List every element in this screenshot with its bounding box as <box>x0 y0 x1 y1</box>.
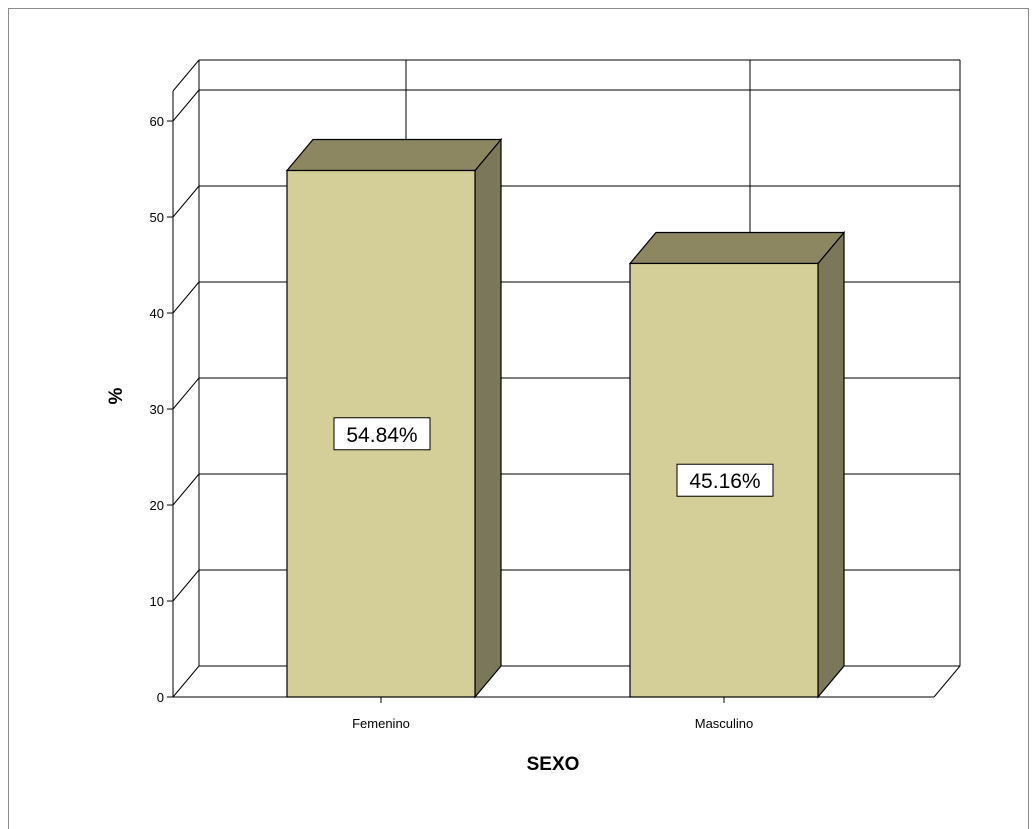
y-axis: 0 10 20 30 40 50 60 <box>150 91 174 705</box>
gridline-side-20 <box>172 473 200 506</box>
y-tick-label-10: 10 <box>150 594 164 609</box>
data-labels: 54.84% 45.16% <box>333 417 774 497</box>
x-axis-categories: Femenino Masculino <box>352 697 753 731</box>
gridline-side-10 <box>172 569 200 602</box>
bar-top-femenino <box>285 138 503 172</box>
gridline-side-60 <box>172 89 200 122</box>
left-wall-top-edge <box>172 59 200 92</box>
gridline-side-50 <box>172 185 200 218</box>
y-tick-label-60: 60 <box>150 114 164 129</box>
bar-side-masculino <box>817 230 845 699</box>
x-tick-label-femenino: Femenino <box>352 716 410 731</box>
data-label-box-masculino <box>676 463 774 497</box>
data-label-femenino: 54.84% <box>346 424 417 447</box>
gridline-side-30 <box>172 377 200 410</box>
floor-right-edge <box>933 665 961 698</box>
y-tick-label-30: 30 <box>150 402 164 417</box>
data-label-box-femenino <box>333 417 431 451</box>
y-tick-label-0: 0 <box>157 690 164 705</box>
y-tick-label-50: 50 <box>150 210 164 225</box>
data-label-masculino: 45.16% <box>689 470 760 493</box>
y-axis-title: % <box>106 387 127 404</box>
x-tick-label-masculino: Masculino <box>695 716 754 731</box>
y-tick-label-40: 40 <box>150 306 164 321</box>
gridline-side-40 <box>172 281 200 314</box>
x-axis-title: SEXO <box>527 754 580 775</box>
bar-side-femenino <box>474 137 502 699</box>
y-tick-label-20: 20 <box>150 498 164 513</box>
chart-frame <box>8 8 1029 829</box>
bar-top-masculino <box>628 231 846 265</box>
gridline-side-0 <box>172 665 200 698</box>
